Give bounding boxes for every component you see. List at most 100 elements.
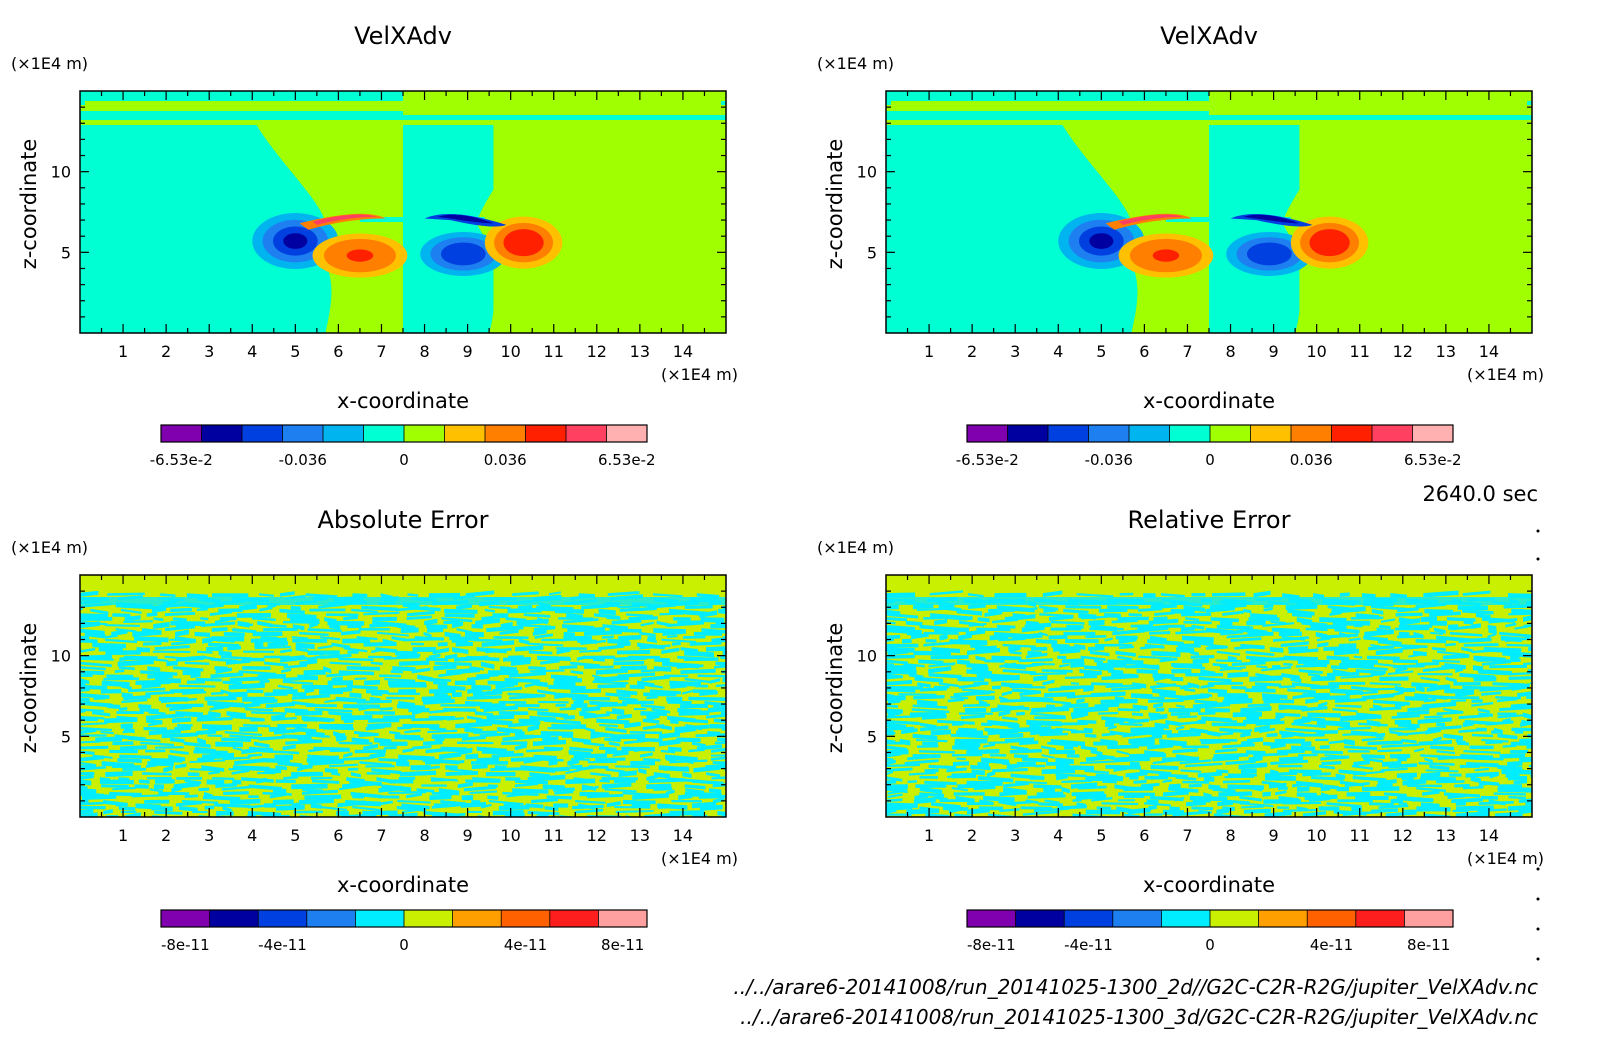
error-streak [281, 734, 312, 740]
error-streak [282, 680, 314, 685]
error-streak [187, 772, 200, 777]
error-streak [80, 590, 99, 597]
colorbar-tick-label: -0.036 [1085, 451, 1133, 469]
error-streak [160, 697, 197, 704]
error-streak [147, 673, 173, 679]
error-streak [886, 665, 917, 670]
error-streak [1402, 778, 1427, 786]
error-streak [1177, 643, 1201, 649]
error-streak [1006, 762, 1027, 770]
error-streak [1316, 637, 1332, 642]
error-streak [669, 759, 708, 764]
error-streak [1180, 769, 1202, 773]
error-streak [916, 738, 948, 743]
x-tick-label: 1 [118, 826, 128, 845]
error-streak [475, 617, 500, 626]
error-streak [295, 710, 323, 716]
error-streak [960, 714, 985, 720]
error-streak [1351, 764, 1373, 770]
error-streak [527, 810, 560, 816]
error-streak [98, 646, 123, 652]
error-streak [1227, 671, 1249, 678]
error-streak [1293, 717, 1312, 725]
error-streak [80, 740, 100, 744]
x-tick-label: 9 [463, 342, 473, 361]
error-streak [383, 745, 397, 750]
x-tick-label: 13 [630, 342, 650, 361]
error-streak [1316, 730, 1338, 734]
colorbar-bin [1372, 425, 1413, 442]
error-streak [248, 795, 259, 798]
error-streak [1155, 707, 1165, 712]
mid-band [359, 217, 485, 222]
error-streak [1150, 604, 1177, 609]
error-streak [183, 741, 211, 748]
x-axis-label: x-coordinate [337, 873, 469, 897]
error-streak [1494, 811, 1523, 817]
error-streak [122, 767, 147, 771]
error-streak [1508, 795, 1526, 800]
error-streak [341, 813, 377, 817]
colorbar-bin [1112, 910, 1162, 927]
error-streak [994, 592, 1027, 598]
error-streak [1255, 720, 1285, 726]
error-streak [527, 774, 566, 782]
error-streak [1523, 662, 1532, 666]
y-tick-label: 10 [51, 163, 71, 182]
error-streak [1264, 811, 1292, 817]
error-streak [239, 603, 257, 611]
error-streak [164, 611, 196, 617]
error-streak [1287, 688, 1316, 694]
error-streak [989, 634, 1009, 641]
error-streak [1180, 683, 1195, 690]
error-streak [485, 647, 512, 654]
error-streak [682, 772, 692, 779]
error-streak [171, 640, 194, 646]
x-tick-label: 8 [419, 342, 429, 361]
x-tick-label: 5 [1096, 826, 1106, 845]
error-streak [269, 792, 287, 799]
error-streak [120, 608, 142, 614]
error-streak [1476, 659, 1491, 662]
error-streak [1307, 712, 1341, 718]
error-streak [918, 659, 944, 665]
error-streak [222, 756, 251, 761]
error-streak [928, 764, 957, 770]
error-streak [377, 631, 409, 637]
error-streak [1101, 674, 1139, 681]
error-streak [509, 694, 545, 700]
error-streak [1371, 609, 1384, 615]
error-streak [1000, 698, 1037, 703]
error-streak [186, 680, 205, 684]
error-streak [432, 647, 450, 655]
error-streak [680, 668, 716, 675]
error-streak [917, 744, 939, 748]
error-streak [1527, 733, 1532, 738]
error-streak [200, 617, 209, 621]
error-streak [983, 743, 996, 748]
error-streak [561, 734, 574, 738]
error-streak [565, 778, 596, 785]
error-streak [1488, 618, 1518, 624]
error-streak [389, 684, 427, 688]
error-streak [354, 677, 367, 681]
error-streak [424, 618, 438, 626]
error-streak [698, 794, 726, 799]
error-streak [886, 605, 899, 610]
error-streak [913, 695, 945, 700]
error-streak [320, 653, 352, 659]
error-streak [264, 691, 288, 697]
error-streak [417, 674, 433, 682]
error-streak [396, 806, 427, 812]
error-streak [524, 682, 534, 688]
error-streak [80, 801, 105, 806]
error-streak [1424, 813, 1451, 817]
error-streak [127, 737, 161, 743]
error-streak [251, 819, 283, 823]
marker-dot [1536, 529, 1540, 533]
error-streak [934, 627, 970, 632]
error-streak [887, 789, 906, 795]
error-streak [598, 608, 616, 616]
error-streak [554, 790, 574, 795]
error-streak [555, 704, 566, 707]
